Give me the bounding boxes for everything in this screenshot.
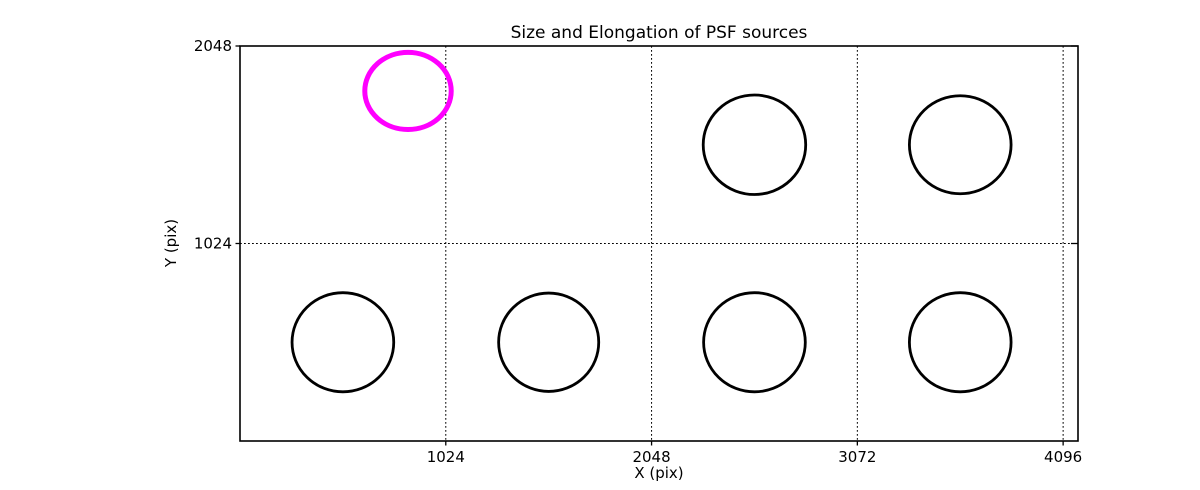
- x-tick-label-2048: 2048: [632, 448, 670, 466]
- axes-layer: [235, 45, 1079, 446]
- x-tick-label-3072: 3072: [838, 448, 876, 466]
- psf-sources-ellipse: [702, 291, 807, 394]
- chart-title: Size and Elongation of PSF sources: [511, 23, 808, 43]
- grid-layer: [240, 45, 1078, 441]
- psf-sources-ellipse: [497, 291, 601, 393]
- x-axis-label: X (pix): [634, 464, 683, 482]
- x-tick-label-1024: 1024: [427, 448, 465, 466]
- x-tick-label-4096: 4096: [1044, 448, 1082, 466]
- y-tick-label-1024: 1024: [194, 235, 232, 253]
- psf-sources-ellipse: [907, 94, 1013, 196]
- tick-label-layer: 1024 2048 3072 4096 1024 2048: [194, 37, 1082, 466]
- psf-sources-ellipse: [701, 93, 808, 196]
- psf-sources-ellipse: [907, 291, 1013, 394]
- psf-sources-ellipse: [290, 291, 396, 394]
- y-axis-label: Y (pix): [162, 219, 180, 268]
- y-tick-label-2048: 2048: [194, 37, 232, 55]
- data-layer: [290, 49, 1013, 394]
- flagged-source-ellipse: [362, 49, 454, 133]
